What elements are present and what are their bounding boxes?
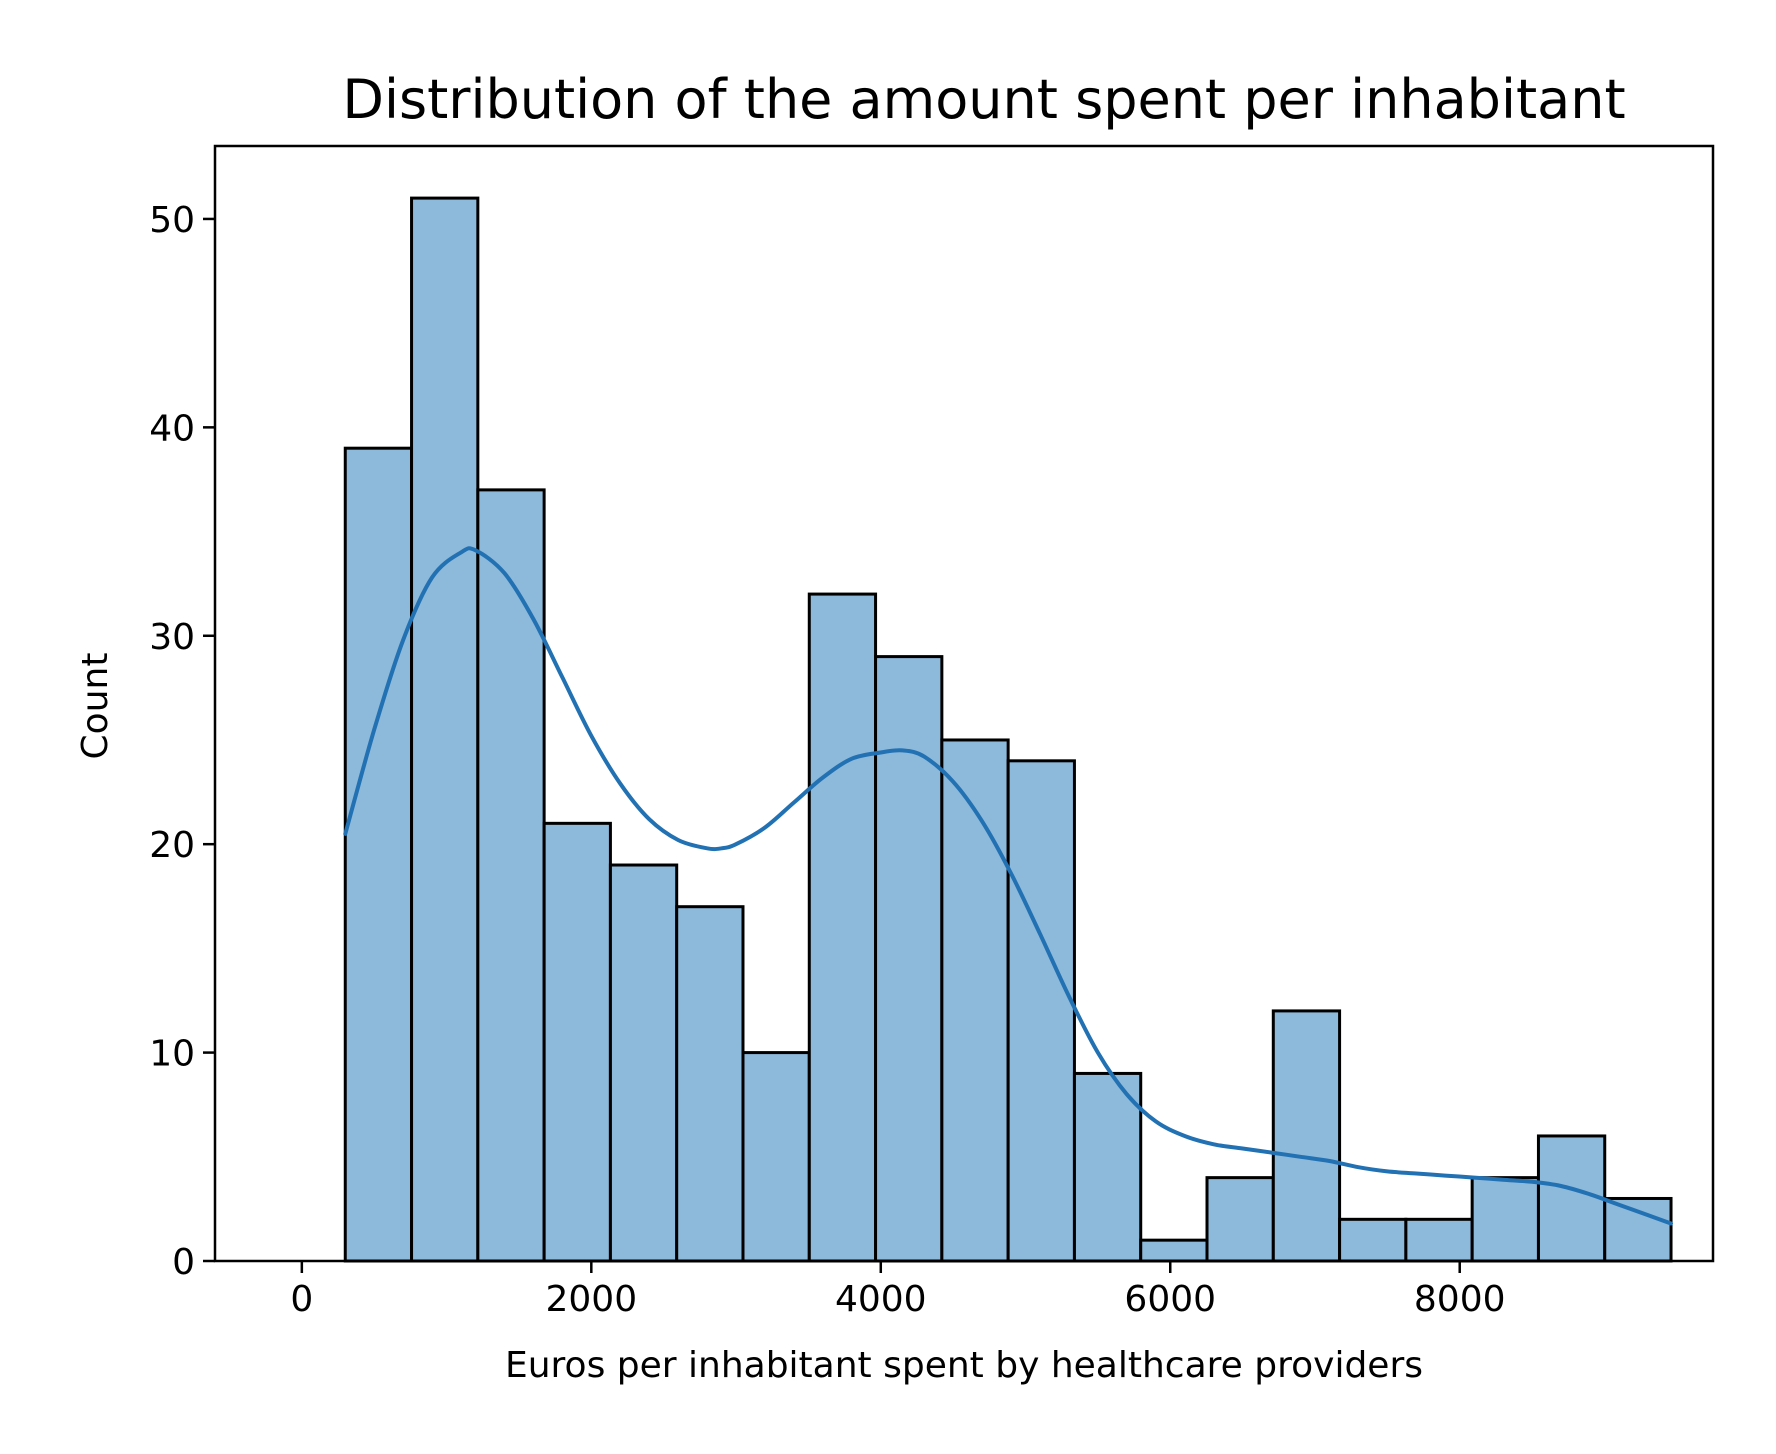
histogram-bar — [874, 655, 944, 1263]
histogram-bar — [343, 446, 414, 1263]
histogram-bar — [1139, 1238, 1209, 1263]
histogram-bar — [1072, 1071, 1143, 1263]
histogram-bar — [807, 592, 878, 1263]
y-tick-label: 40 — [149, 408, 195, 449]
histogram-bar — [675, 905, 745, 1263]
histogram-bar — [1338, 1217, 1408, 1263]
x-axis-label: Euros per inhabitant spent by healthcare… — [505, 1345, 1423, 1386]
histogram-bar — [1603, 1196, 1673, 1263]
kde-curve — [343, 546, 1673, 1226]
x-tick-label: 4000 — [835, 1279, 927, 1320]
x-tick-label: 2000 — [545, 1279, 637, 1320]
y-tick-label: 50 — [149, 200, 195, 241]
y-tick-label: 10 — [149, 1034, 195, 1075]
histogram-bar — [1205, 1176, 1275, 1263]
y-tick-label: 0 — [172, 1242, 195, 1283]
y-axis-ticks: 0 10 20 30 40 50 — [149, 200, 215, 1283]
y-tick-label: 30 — [149, 617, 195, 658]
histogram-bar — [1271, 1009, 1342, 1263]
x-tick-label: 8000 — [1414, 1279, 1506, 1320]
histogram-bar — [741, 1051, 811, 1263]
histogram-bar — [476, 488, 546, 1263]
y-tick-label: 20 — [149, 825, 195, 866]
histogram-bar — [1470, 1176, 1540, 1263]
histogram-bar — [940, 738, 1010, 1263]
histogram-bar — [1006, 759, 1076, 1263]
x-tick-label: 0 — [290, 1279, 313, 1320]
y-axis-label: Count — [75, 653, 116, 760]
x-axis-ticks: 0 2000 4000 6000 8000 — [290, 1261, 1506, 1320]
histogram-bar — [410, 196, 480, 1263]
histogram-bar — [1404, 1217, 1474, 1263]
chart-title: Distribution of the amount spent per inh… — [342, 68, 1625, 131]
histogram-bar — [1536, 1134, 1607, 1263]
bars-group — [343, 196, 1673, 1263]
plot-frame — [213, 144, 1715, 1263]
x-tick-label: 6000 — [1124, 1279, 1216, 1320]
histogram-bar — [542, 821, 612, 1263]
histogram-bar — [608, 863, 679, 1263]
